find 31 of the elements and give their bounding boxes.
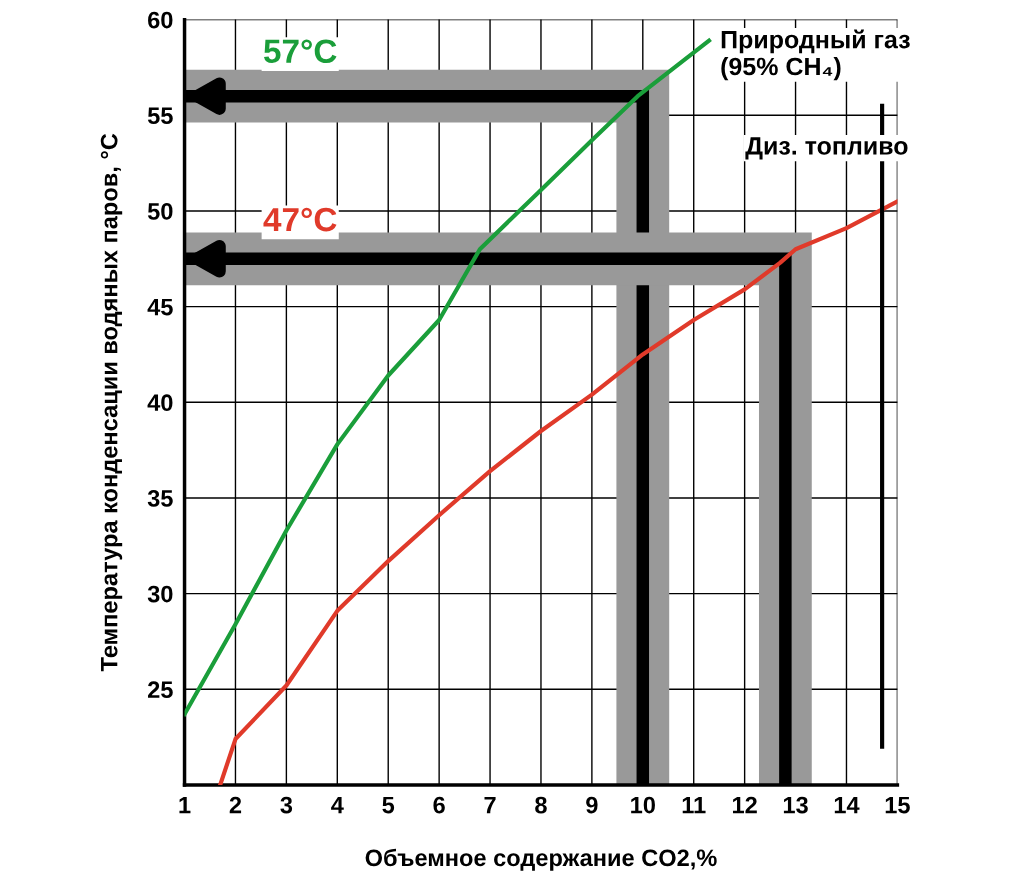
annotation: 47°C bbox=[263, 207, 337, 232]
x-tick-label: 8 bbox=[535, 796, 547, 814]
x-tick-label: 1 bbox=[179, 796, 191, 814]
x-tick-label: 14 bbox=[834, 796, 860, 814]
y-tick-label: 35 bbox=[147, 490, 173, 507]
y-tick-label: 50 bbox=[147, 203, 173, 220]
x-tick-label: 12 bbox=[732, 796, 757, 814]
x-axis-title: Объемное содержание CO2,% bbox=[365, 848, 717, 871]
x-tick-label: 2 bbox=[229, 796, 242, 814]
x-tick-label: 5 bbox=[382, 796, 395, 814]
y-tick-label: 55 bbox=[147, 107, 173, 125]
x-tick-label: 3 bbox=[280, 796, 293, 814]
y-tick-label: 60 bbox=[148, 11, 173, 29]
line-series bbox=[184, 38, 712, 717]
annotation: 57°C bbox=[263, 39, 337, 64]
y-tick-label: 40 bbox=[147, 394, 173, 412]
x-tick-label: 9 bbox=[586, 796, 598, 814]
x-tick-label: 6 bbox=[433, 796, 445, 814]
x-tick-label: 13 bbox=[783, 796, 808, 814]
series-label: Природный газ (95% CH₄) bbox=[721, 29, 910, 81]
x-tick-label: 11 bbox=[682, 796, 706, 814]
x-tick-label: 4 bbox=[331, 796, 344, 814]
series-label: Диз. топливо bbox=[745, 137, 908, 160]
line-series bbox=[218, 199, 898, 785]
x-tick-label: 7 bbox=[484, 796, 496, 814]
y-tick-label: 30 bbox=[147, 585, 173, 603]
y-tick-label: 25 bbox=[148, 681, 173, 699]
y-axis-title: Температура конденсации водяных паров, °C bbox=[100, 133, 123, 672]
x-tick-label: 10 bbox=[631, 796, 655, 814]
y-tick-label: 45 bbox=[147, 298, 173, 316]
x-tick-label: 15 bbox=[885, 796, 910, 814]
